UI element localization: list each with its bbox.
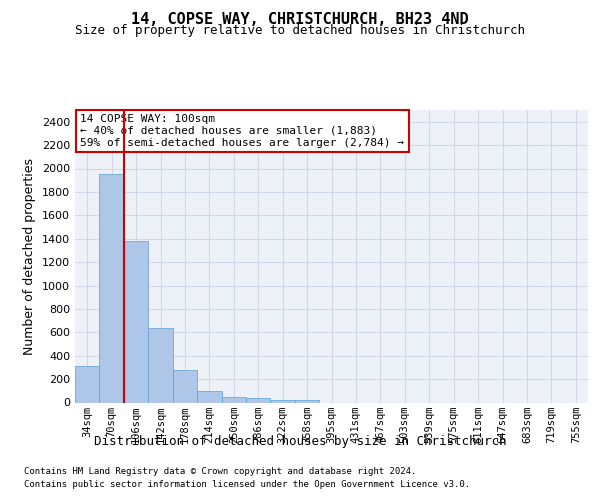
Bar [173,370,197,402]
Bar [124,241,148,402]
Bar [75,366,100,403]
Y-axis label: Number of detached properties: Number of detached properties [23,158,37,355]
Text: Size of property relative to detached houses in Christchurch: Size of property relative to detached ho… [75,24,525,37]
Text: Contains HM Land Registry data © Crown copyright and database right 2024.: Contains HM Land Registry data © Crown c… [24,468,416,476]
Bar [100,174,124,402]
Bar [246,398,271,402]
Bar [148,328,173,402]
Text: 14 COPSE WAY: 100sqm
← 40% of detached houses are smaller (1,883)
59% of semi-de: 14 COPSE WAY: 100sqm ← 40% of detached h… [80,114,404,148]
Bar [197,391,221,402]
Bar [271,400,295,402]
Bar [295,400,319,402]
Text: Distribution of detached houses by size in Christchurch: Distribution of detached houses by size … [94,435,506,448]
Text: Contains public sector information licensed under the Open Government Licence v3: Contains public sector information licen… [24,480,470,489]
Bar [221,396,246,402]
Text: 14, COPSE WAY, CHRISTCHURCH, BH23 4ND: 14, COPSE WAY, CHRISTCHURCH, BH23 4ND [131,12,469,28]
